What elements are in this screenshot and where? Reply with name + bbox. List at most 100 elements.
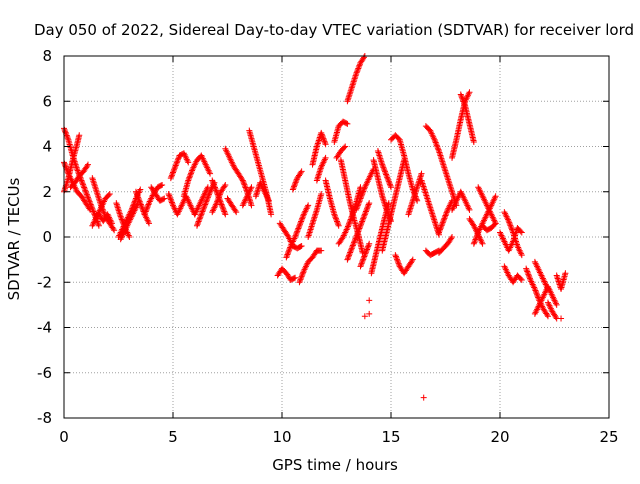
data-point [199, 208, 206, 215]
data-point [204, 194, 211, 201]
data-point [293, 176, 300, 183]
data-point [168, 199, 175, 206]
data-point [118, 215, 125, 222]
data-point [186, 173, 193, 180]
data-point [508, 225, 515, 232]
y-tick-label: -4 [37, 319, 52, 337]
data-point [170, 168, 177, 175]
y-tick-label: -6 [37, 364, 52, 382]
data-point [437, 226, 444, 233]
data-point [198, 211, 205, 218]
data-point [238, 176, 245, 183]
data-point [348, 246, 355, 253]
data-point [524, 268, 531, 275]
data-point [136, 197, 143, 204]
data-point [392, 253, 399, 260]
data-point [159, 181, 166, 188]
data-point [346, 250, 353, 257]
data-point [361, 313, 368, 320]
data-point [358, 221, 365, 228]
data-point [80, 181, 87, 188]
data-point [461, 99, 468, 106]
data-point [439, 219, 446, 226]
data-point [357, 195, 364, 202]
data-point [441, 213, 448, 220]
data-point [385, 177, 392, 184]
data-point [160, 196, 167, 203]
data-point [517, 228, 524, 235]
data-point [395, 259, 402, 266]
data-point [388, 184, 394, 191]
data-point [362, 208, 369, 215]
data-point [81, 185, 88, 192]
data-point [434, 145, 441, 152]
data-point [492, 193, 499, 200]
data-point [289, 186, 296, 193]
data-point [344, 255, 351, 262]
data-point [297, 243, 304, 250]
data-point [82, 188, 89, 195]
data-point [142, 209, 149, 216]
data-point [505, 218, 512, 225]
data-point [285, 248, 292, 255]
data-point [355, 65, 362, 72]
data-point [248, 184, 255, 191]
data-point [293, 178, 300, 185]
data-point [380, 165, 387, 172]
data-point [322, 154, 329, 161]
data-point [459, 97, 466, 104]
data-point [284, 251, 291, 258]
data-point [211, 184, 218, 191]
data-point [334, 218, 341, 225]
data-point [195, 218, 202, 225]
data-point [552, 314, 559, 321]
data-point [320, 135, 327, 142]
x-tick-label: 0 [59, 428, 69, 446]
data-point [185, 177, 192, 184]
data-point [296, 277, 303, 284]
data-point [319, 134, 326, 141]
data-point [365, 201, 372, 208]
data-point [290, 185, 297, 192]
data-point [437, 225, 444, 232]
data-point [383, 171, 390, 178]
data-point [544, 313, 551, 320]
data-point [396, 261, 403, 268]
data-point [356, 225, 363, 232]
data-point [359, 189, 366, 196]
data-point [508, 226, 515, 233]
data-point [196, 215, 203, 222]
data-point [216, 191, 223, 198]
data-point [355, 199, 362, 206]
data-point [438, 223, 445, 230]
data-point [363, 247, 370, 254]
data-point [84, 194, 91, 201]
data-point [360, 54, 367, 61]
data-point [81, 184, 88, 191]
data-point [355, 201, 362, 208]
data-point [322, 139, 329, 146]
data-point [382, 168, 389, 175]
data-point [168, 172, 175, 179]
data-point [534, 291, 541, 298]
data-point [168, 173, 175, 180]
data-point [240, 180, 247, 187]
data-point [290, 275, 297, 282]
data-point [558, 315, 565, 322]
data-point [194, 221, 201, 228]
data-point [206, 190, 213, 197]
data-point [85, 195, 92, 202]
data-point [387, 182, 394, 189]
data-point [173, 159, 180, 166]
data-point [366, 240, 373, 247]
data-point [359, 257, 366, 264]
x-tick-label: 5 [168, 428, 178, 446]
data-point [186, 174, 193, 181]
data-point [321, 138, 328, 145]
data-point [64, 169, 71, 176]
data-point [136, 198, 143, 205]
data-point [491, 221, 498, 228]
data-point [334, 219, 341, 226]
data-point [166, 193, 173, 200]
data-point [217, 190, 224, 197]
